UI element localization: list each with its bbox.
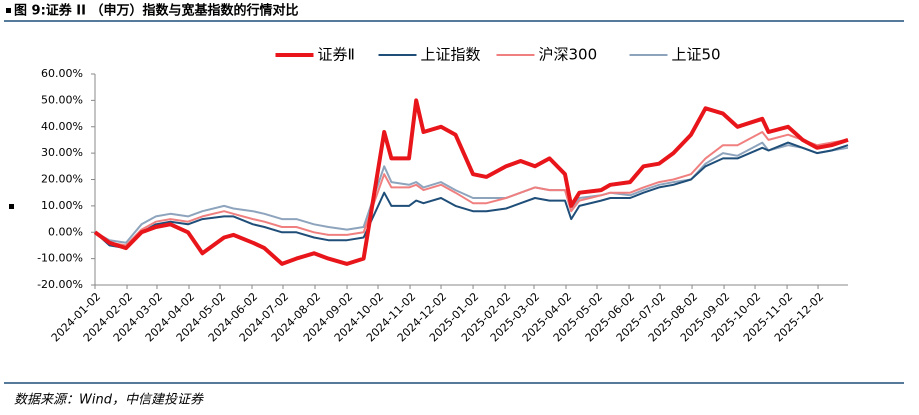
y-tick-label: 10.00% — [41, 199, 83, 212]
y-tick-label: 50.00% — [41, 93, 83, 106]
legend-label: 上证50 — [672, 46, 721, 64]
y-tick-label: 30.00% — [41, 146, 83, 159]
chart-title: 图 9:证券 II （申万）指数与宽基指数的行情对比 — [14, 3, 299, 19]
y-tick-label: 20.00% — [41, 173, 83, 186]
y-tick-label: -20.00% — [37, 278, 83, 291]
series-line — [93, 98, 849, 266]
y-tick-label: -10.00% — [37, 252, 83, 265]
legend-label: 上证指数 — [421, 46, 481, 64]
legend-label: 沪深300 — [539, 46, 598, 64]
y-tick-label: 40.00% — [41, 120, 83, 133]
y-tick-label: 0.00% — [48, 225, 83, 238]
legend-label: 证券Ⅱ — [318, 46, 355, 64]
series-line — [94, 131, 849, 247]
source: 数据来源：Wind，中信建投证券 — [14, 393, 204, 408]
y-tick-label: 60.00% — [41, 67, 83, 80]
series-line — [94, 141, 849, 244]
bullet — [9, 204, 14, 209]
title-bullet — [6, 8, 11, 13]
series-line — [94, 141, 849, 250]
